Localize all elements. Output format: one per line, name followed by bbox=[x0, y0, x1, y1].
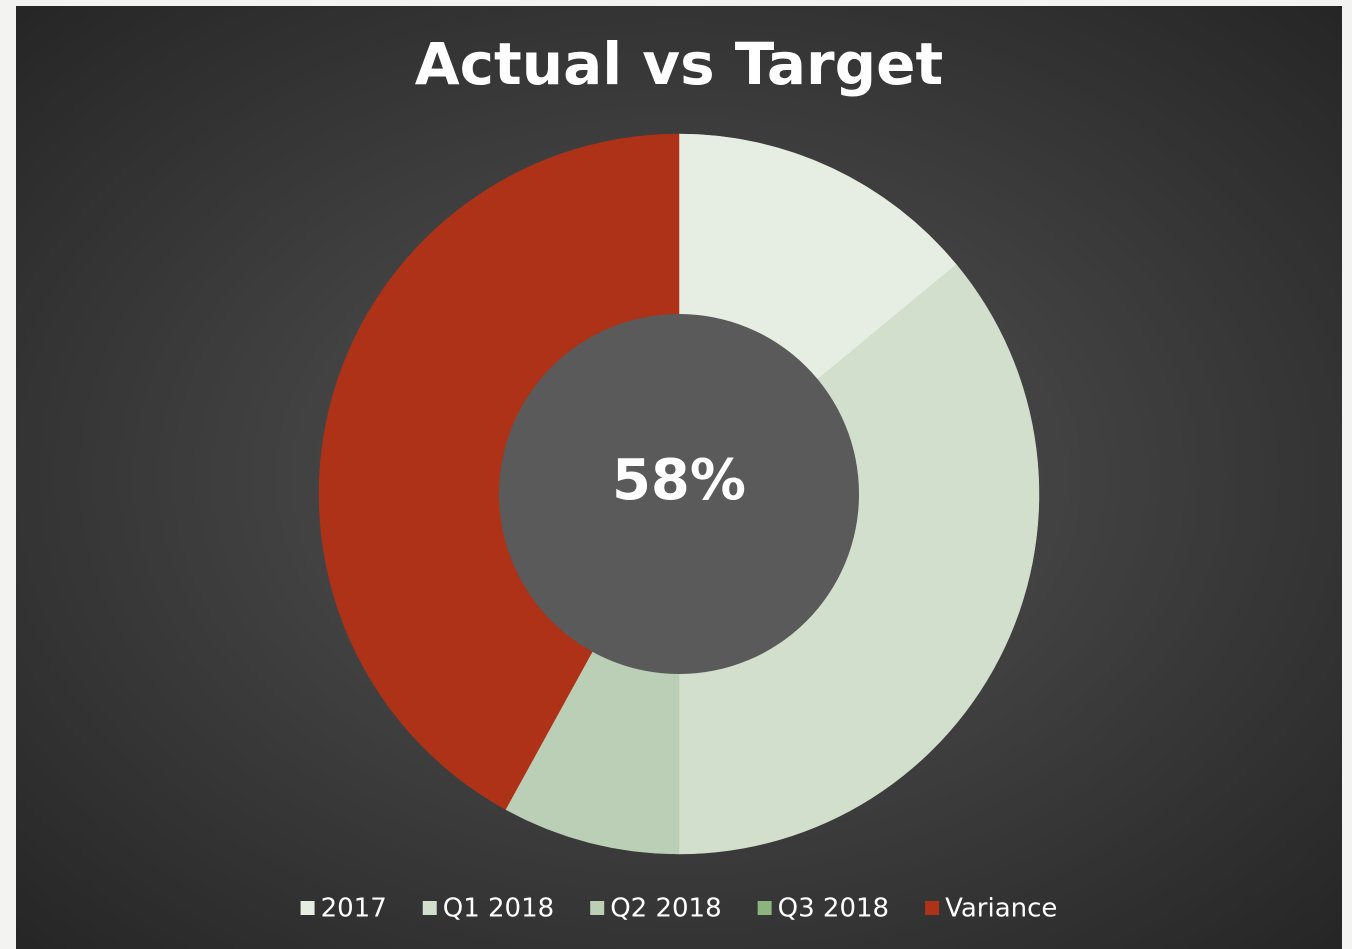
legend-swatch bbox=[422, 901, 437, 915]
legend-swatch bbox=[590, 901, 605, 915]
legend-swatch bbox=[757, 901, 772, 915]
legend-label: Q3 2018 bbox=[778, 894, 889, 924]
legend-label: Q2 2018 bbox=[610, 894, 721, 924]
legend-swatch bbox=[300, 901, 315, 915]
legend-swatch bbox=[925, 901, 940, 915]
legend-label: 2017 bbox=[321, 894, 387, 924]
center-label: 58% bbox=[612, 448, 746, 513]
chart-title: Actual vs Target bbox=[415, 30, 943, 98]
donut-hole bbox=[499, 314, 859, 674]
legend-label: Variance bbox=[945, 894, 1057, 924]
legend-label: Q1 2018 bbox=[443, 894, 554, 924]
